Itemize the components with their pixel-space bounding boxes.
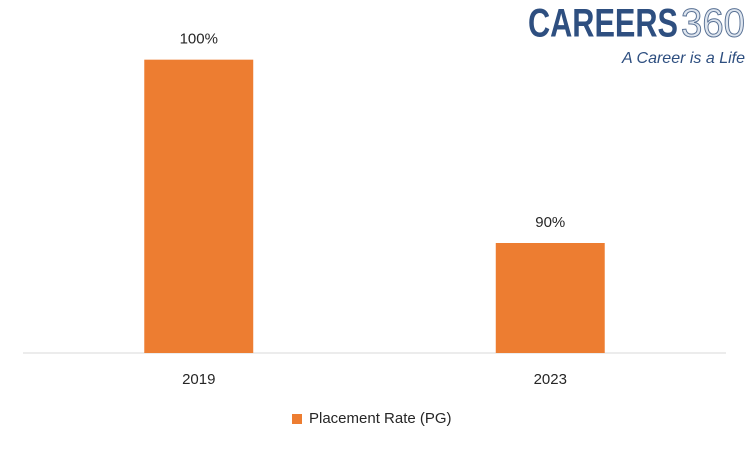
bar [495,243,605,353]
x-tick-label: 2023 [534,371,567,388]
value-label: 100% [180,31,218,48]
value-label: 90% [535,214,565,231]
legend-swatch [292,414,302,424]
legend-label: Placement Rate (PG) [309,410,452,427]
x-tick-label: 2019 [182,371,215,388]
logo-tagline: A Career is a Life [621,50,745,67]
logo-text: CAREERS [528,2,678,46]
logo-number: 360 [681,2,745,46]
logo: CAREERS 360 A Career is a Life [528,1,746,67]
bar [144,59,254,354]
